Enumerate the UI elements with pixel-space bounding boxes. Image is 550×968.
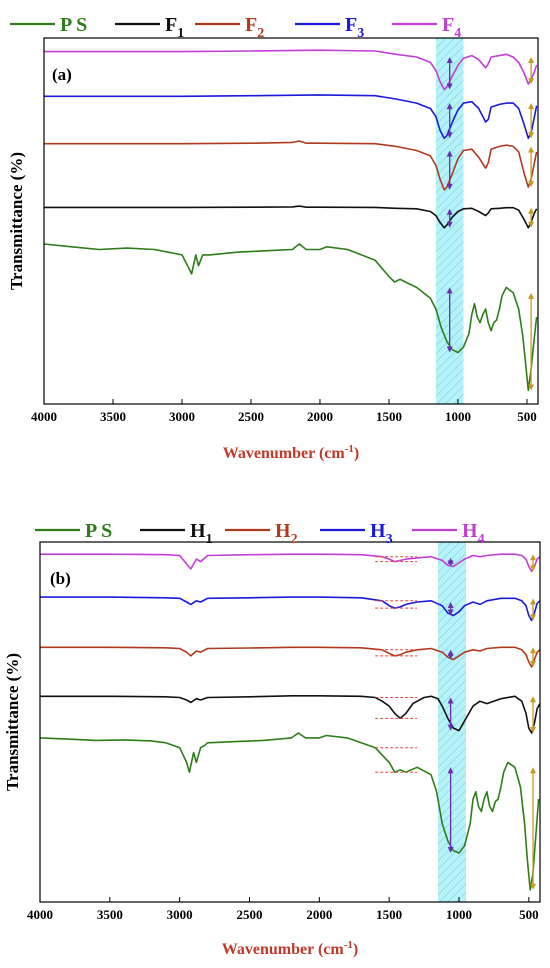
series-line-h2 (40, 646, 540, 668)
double-arrow (447, 557, 454, 567)
x-tick-label: 3000 (167, 907, 193, 922)
double-arrow (530, 554, 537, 572)
series-line-ps (40, 732, 540, 891)
legend-entry: H4 (462, 520, 485, 547)
panel-b-legend: P S H1 H2 H3 H4 (35, 520, 485, 547)
panel-a-arrows (446, 56, 535, 391)
x-tick-label: 4000 (31, 409, 57, 424)
double-arrow (446, 287, 453, 353)
double-arrow (528, 292, 535, 391)
panel-a-frame (43, 37, 539, 405)
double-arrow (530, 696, 537, 734)
series-line-h4 (40, 553, 540, 573)
double-arrow (447, 649, 454, 660)
double-arrow (447, 602, 454, 616)
x-tick-label: 2000 (306, 907, 332, 922)
panel-a: 4000 3500 3000 2500 2000 1500 1000 500 (a) P S F… (7, 14, 539, 462)
panel-b: 4000 3500 3000 2500 2000 1500 1000 500 (b) P S H… (3, 520, 541, 958)
panel-b-ylabel: Transmittance (%) (3, 653, 22, 791)
x-tick-label: 1000 (445, 409, 471, 424)
double-arrow (446, 56, 453, 90)
series-line-ps (44, 243, 538, 392)
x-tick-label: 2500 (236, 907, 262, 922)
legend-entry: F3 (345, 14, 364, 41)
x-tick-label: 500 (517, 409, 537, 424)
double-arrow (447, 767, 454, 854)
panel-b-xticks: 4000 3500 3000 2500 2000 1500 1000 500 (27, 897, 539, 922)
x-tick-label: 1500 (376, 409, 402, 424)
series-line-f3 (44, 94, 538, 140)
panel-a-xticks: 4000 3500 3000 2500 2000 1500 1000 500 (31, 399, 537, 424)
series-line-h3 (40, 596, 540, 622)
legend-entry: P S (60, 14, 87, 36)
panel-a-series (44, 49, 538, 392)
panel-b-dashes (375, 556, 418, 773)
legend-entry: F2 (245, 14, 264, 41)
panel-a-ylabel: Transmittance (%) (7, 152, 26, 290)
panel-b-arrows (447, 554, 537, 890)
legend-entry: F4 (442, 14, 461, 41)
legend-entry: F1 (165, 14, 184, 41)
series-line-h1 (40, 695, 540, 734)
double-arrow (530, 647, 537, 667)
panel-a-xlabel: Wavenumber (cm-1) (223, 443, 359, 462)
double-arrow (447, 697, 454, 731)
series-line-f2 (44, 140, 538, 191)
panel-a-label: (a) (52, 65, 72, 84)
series-line-f1 (44, 205, 538, 229)
double-arrow (528, 103, 535, 139)
panel-a-legend: P S F1 F2 F3 F4 (10, 14, 461, 41)
double-arrow (530, 767, 537, 890)
legend-entry: H3 (370, 520, 393, 547)
x-tick-label: 500 (519, 907, 539, 922)
double-arrow (528, 56, 535, 85)
double-arrow (446, 103, 453, 139)
double-arrow (446, 208, 453, 228)
panel-b-label: (b) (50, 569, 71, 588)
panel-b-band (438, 542, 466, 902)
double-arrow (528, 207, 535, 228)
double-arrow (446, 150, 453, 190)
panel-b-frame (39, 541, 541, 903)
legend-entry: H2 (275, 520, 298, 547)
x-tick-label: 1500 (376, 907, 402, 922)
double-arrow (528, 146, 535, 188)
series-line-f4 (44, 49, 538, 91)
x-tick-label: 3500 (97, 907, 123, 922)
double-arrow (530, 598, 537, 621)
panel-b-series (40, 553, 540, 891)
x-tick-label: 2000 (307, 409, 333, 424)
x-tick-label: 3500 (100, 409, 126, 424)
x-tick-label: 2500 (238, 409, 264, 424)
x-tick-label: 3000 (169, 409, 195, 424)
x-tick-label: 4000 (27, 907, 53, 922)
x-tick-label: 1000 (446, 907, 472, 922)
legend-entry: H1 (190, 520, 213, 547)
panel-b-xlabel: Wavenumber (cm-1) (222, 939, 358, 958)
legend-entry: P S (85, 520, 112, 542)
